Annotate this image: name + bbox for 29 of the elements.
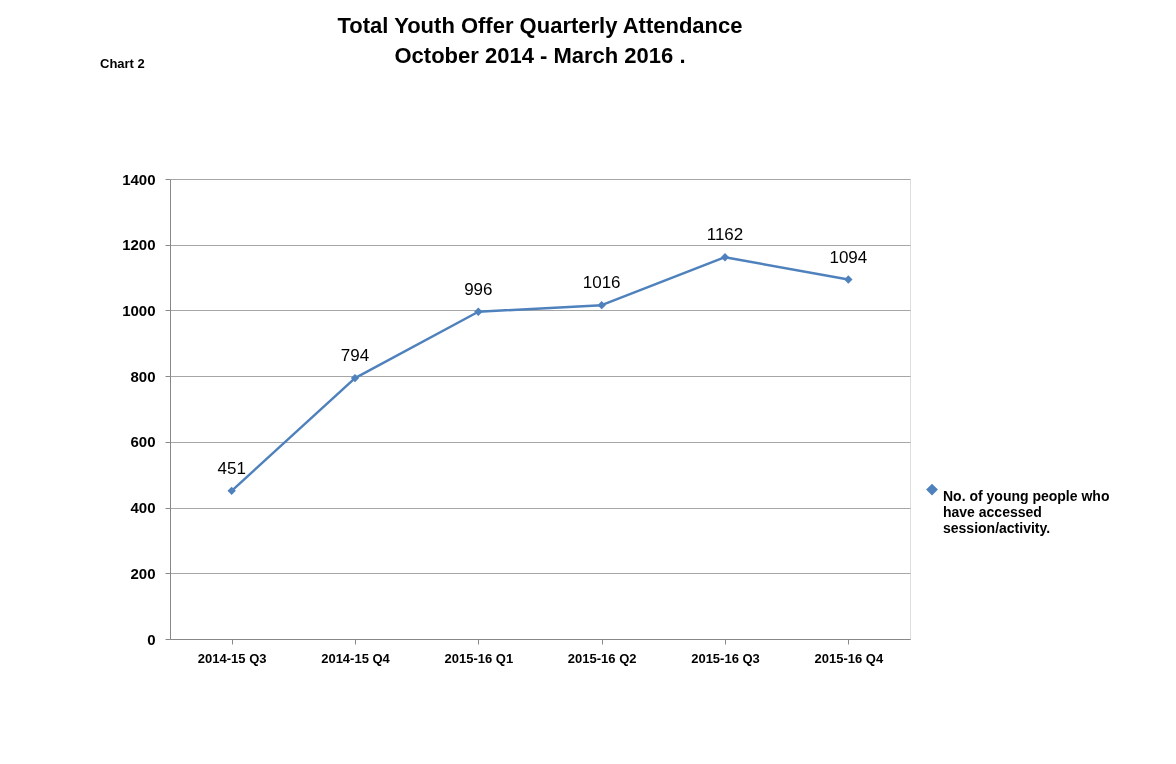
chart-title: Total Youth Offer Quarterly Attendance October 2014 - March 2016 . (337, 13, 743, 68)
y-tick-label: 200 (130, 564, 156, 582)
y-tick-label: 600 (130, 433, 156, 451)
x-tick-label: 2014-15 Q3 (197, 650, 267, 666)
y-tick-label: 0 (147, 630, 156, 648)
data-label: 1016 (582, 273, 621, 293)
point (350, 373, 360, 383)
data-label: 1162 (706, 225, 744, 245)
point (227, 486, 236, 495)
x-tick-label: 2015-16 Q4 (814, 650, 884, 666)
y-tick-label: 1400 (122, 170, 156, 188)
y-tick-label: 800 (130, 367, 156, 385)
point (597, 300, 606, 310)
data-label: 1094 (829, 247, 868, 267)
point (720, 253, 730, 262)
y-tick-label: 1000 (122, 301, 156, 319)
y-tick-label: 1200 (122, 236, 156, 254)
caption: Chart 2 (100, 56, 145, 71)
data-label: 451 (217, 458, 246, 478)
x-tick-label: 2015-16 Q1 (444, 650, 514, 666)
point (844, 275, 853, 284)
data-label: 794 (340, 346, 370, 366)
x-tick-label: 2015-16 Q3 (691, 650, 760, 666)
y-tick-label: 400 (130, 499, 156, 517)
legend-label: No. of young people who have accessed session/activity. (943, 487, 1110, 536)
data-label: 996 (464, 279, 493, 299)
x-tick-label: 2015-16 Q2 (567, 650, 637, 666)
x-tick-label: 2014-15 Q4 (321, 650, 391, 666)
point (474, 307, 483, 316)
